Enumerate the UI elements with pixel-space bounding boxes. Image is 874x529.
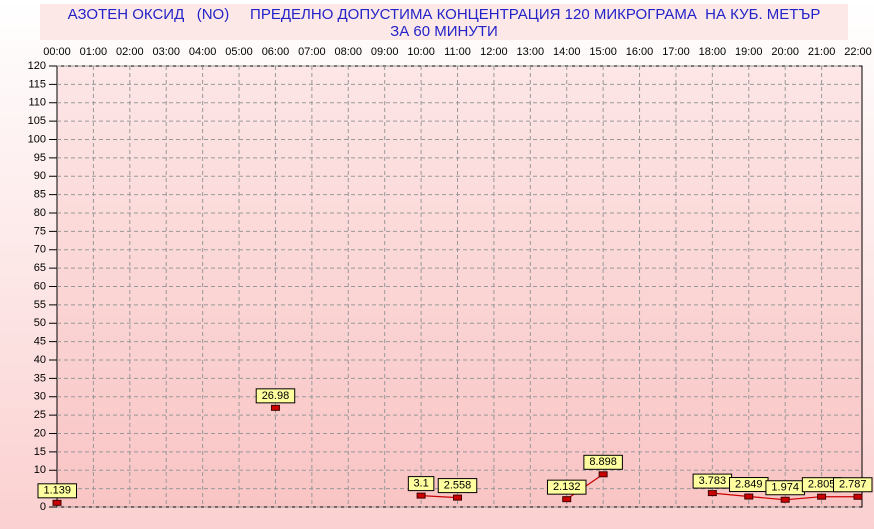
marker [744, 493, 754, 500]
y-tick-label: 70 [34, 244, 46, 256]
y-tick-label: 80 [34, 207, 46, 219]
y-tick-label: 110 [28, 97, 46, 109]
y-tick-label: 90 [34, 170, 46, 182]
x-tick-label: 19:00 [735, 46, 763, 58]
y-tick-label: 75 [34, 225, 46, 237]
x-tick-label: 13:00 [517, 46, 545, 58]
x-tick-label: 03:00 [152, 46, 180, 58]
y-tick-label: 20 [34, 427, 46, 439]
marker [780, 496, 790, 503]
marker [562, 496, 572, 503]
value-label: 2.132 [553, 481, 581, 493]
x-tick-label: 00:00 [43, 46, 71, 58]
x-tick-label: 14:00 [553, 46, 581, 58]
value-label-box [833, 477, 873, 493]
y-tick-label: 35 [34, 372, 46, 384]
x-tick-label: 10:00 [407, 46, 435, 58]
x-tick-label: 15:00 [589, 46, 617, 58]
y-tick-label: 25 [34, 409, 46, 421]
chart-subtitle: ЗА 60 МИНУТИ [390, 23, 498, 40]
y-tick-label: 15 [34, 446, 46, 458]
x-tick-label: 21:00 [808, 46, 836, 58]
x-tick-label: 18:00 [699, 46, 727, 58]
series-line [421, 495, 458, 499]
y-tick-label: 85 [34, 189, 46, 201]
x-tick-label: 09:00 [371, 46, 399, 58]
value-label: 2.558 [444, 480, 472, 492]
value-label-box [583, 454, 623, 470]
marker [853, 493, 863, 500]
y-tick-label: 120 [28, 60, 46, 72]
value-label-box [437, 478, 478, 494]
x-tick-label: 11:00 [444, 46, 471, 58]
title-box [40, 4, 848, 40]
marker [270, 404, 280, 411]
x-tick-label: 05:00 [225, 46, 253, 58]
x-tick-label: 01:00 [80, 46, 108, 58]
value-label: 3.1 [413, 478, 428, 490]
marker [416, 492, 426, 499]
y-tick-label: 45 [34, 336, 46, 348]
marker [453, 494, 462, 501]
y-tick-label: 10 [34, 464, 46, 476]
x-tick-label: 12:00 [480, 46, 508, 58]
x-tick-label: 17:00 [662, 46, 690, 58]
y-tick-label: 0 [40, 501, 46, 513]
marker [817, 493, 827, 500]
value-label-box [407, 476, 435, 492]
value-label: 2.787 [839, 479, 867, 491]
x-tick-label: 08:00 [335, 46, 363, 58]
y-tick-label: 95 [34, 152, 46, 164]
value-label: 2.805 [808, 479, 836, 491]
value-label: 1.139 [43, 485, 71, 497]
marker [707, 490, 717, 497]
y-tick-label: 55 [34, 299, 46, 311]
x-tick-label: 20:00 [771, 46, 799, 58]
value-label-box [37, 483, 77, 499]
marker [52, 499, 62, 506]
chart-title: АЗОТЕН ОКСИД (NO) ПРЕДЕЛНО ДОПУСТИМА КОН… [68, 6, 821, 23]
value-label: 8.898 [589, 456, 617, 468]
value-label: 26.98 [262, 390, 290, 402]
value-label: 1.974 [771, 482, 799, 494]
y-tick-label: 100 [28, 133, 46, 145]
x-tick-label: 07:00 [298, 46, 326, 58]
value-label: 2.849 [735, 478, 763, 490]
x-tick-label: 06:00 [262, 46, 290, 58]
x-tick-label: 22:00 [844, 46, 872, 58]
y-tick-label: 115 [28, 78, 46, 90]
y-tick-label: 60 [34, 280, 46, 292]
y-tick-label: 40 [34, 354, 46, 366]
y-tick-label: 65 [34, 262, 46, 274]
value-label-box [255, 388, 296, 404]
value-label: 3.783 [699, 475, 727, 487]
y-tick-label: 105 [28, 115, 46, 127]
marker [598, 471, 608, 478]
x-tick-label: 04:00 [189, 46, 217, 58]
x-tick-label: 02:00 [116, 46, 144, 58]
x-tick-label: 16:00 [626, 46, 654, 58]
y-tick-label: 50 [34, 317, 46, 329]
y-tick-label: 30 [34, 391, 46, 403]
value-label-box [546, 479, 587, 495]
